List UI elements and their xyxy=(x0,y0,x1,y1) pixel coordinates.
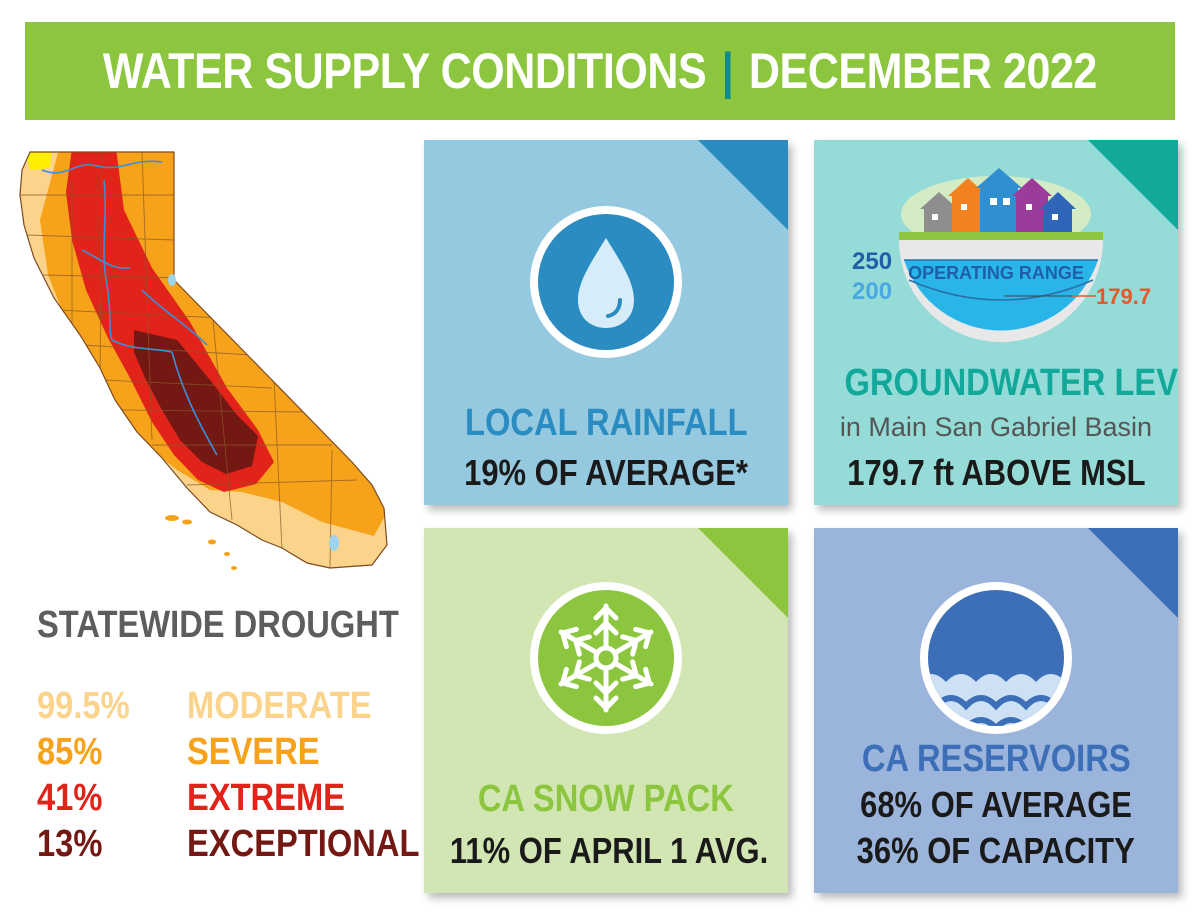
groundwater-title: GROUNDWATER LEVEL xyxy=(814,362,1178,405)
extreme-percent: 41% xyxy=(37,777,103,819)
water-drop-icon xyxy=(530,206,682,358)
gauge-lower-value: 200 xyxy=(852,278,893,305)
statewide-drought-title: STATEWIDE DROUGHT xyxy=(37,604,399,646)
groundwater-title-text: GROUNDWATER LEVEL xyxy=(844,362,1178,404)
yellow-abnormal-area xyxy=(24,152,52,170)
moderate-label: MODERATE xyxy=(187,685,372,727)
rainfall-value: 19% OF AVERAGE* xyxy=(424,452,788,494)
banner-title: WATER SUPPLY CONDITIONS | DECEMBER 2022 xyxy=(103,42,1097,100)
banner-separator: | xyxy=(721,43,734,99)
extreme-label: EXTREME xyxy=(187,777,345,819)
reservoirs-value-average-text: 68% OF AVERAGE xyxy=(860,784,1132,825)
snowflake-icon xyxy=(530,582,682,734)
rainfall-value-text: 19% OF AVERAGE* xyxy=(464,452,748,493)
banner-title-right: DECEMBER 2022 xyxy=(748,43,1098,99)
legend-exceptional: 13% EXCEPTIONAL xyxy=(37,823,420,869)
gauge-upper-value: 250 xyxy=(852,248,893,275)
groundwater-value-text: 179.7 ft ABOVE MSL xyxy=(846,452,1146,493)
houses-icon xyxy=(920,168,1076,233)
river-lines xyxy=(41,160,218,456)
legend-moderate: 99.5% MODERATE xyxy=(37,685,417,731)
title-banner: WATER SUPPLY CONDITIONS | DECEMBER 2022 xyxy=(25,22,1175,120)
card-corner-accent xyxy=(1088,528,1178,618)
banner-title-left: WATER SUPPLY CONDITIONS xyxy=(103,43,707,99)
rainfall-title-text: LOCAL RAINFALL xyxy=(464,402,748,444)
snowpack-value: 11% OF APRIL 1 AVG. xyxy=(424,830,788,872)
gauge-current-value: 179.7 xyxy=(1096,284,1152,309)
exceptional-drought-area xyxy=(134,330,258,474)
reservoirs-value-average: 68% OF AVERAGE xyxy=(814,784,1178,826)
salton-sea xyxy=(329,535,339,551)
rainfall-title: LOCAL RAINFALL xyxy=(424,402,788,445)
reservoirs-value-capacity: 36% OF CAPACITY xyxy=(814,830,1178,872)
exceptional-percent: 13% xyxy=(37,823,103,865)
groundwater-value: 179.7 ft ABOVE MSL xyxy=(814,452,1178,494)
snowpack-title: CA SNOW PACK xyxy=(424,778,788,821)
channel-islands xyxy=(165,515,237,570)
severe-label: SEVERE xyxy=(187,731,320,773)
reservoirs-card: CA RESERVOIRS 68% OF AVERAGE 36% OF CAPA… xyxy=(814,528,1178,893)
card-corner-accent xyxy=(1088,140,1178,230)
moderate-percent: 99.5% xyxy=(37,685,130,727)
snowpack-title-text: CA SNOW PACK xyxy=(478,778,734,820)
groundwater-subtitle: in Main San Gabriel Basin xyxy=(839,412,1153,442)
snowpack-card: CA SNOW PACK 11% OF APRIL 1 AVG. xyxy=(424,528,788,893)
waves-icon xyxy=(920,582,1072,734)
california-outline xyxy=(19,151,388,569)
severe-percent: 85% xyxy=(37,731,103,773)
exceptional-label: EXCEPTIONAL xyxy=(187,823,420,865)
reservoirs-title-text: CA RESERVOIRS xyxy=(861,738,1131,780)
legend-severe: 85% SEVERE xyxy=(37,731,417,777)
card-corner-accent xyxy=(698,528,788,618)
california-drought-map xyxy=(19,151,388,570)
legend-extreme: 41% EXTREME xyxy=(37,777,417,823)
lake-tahoe xyxy=(168,274,176,286)
local-rainfall-card: LOCAL RAINFALL 19% OF AVERAGE* xyxy=(424,140,788,505)
snowpack-value-text: 11% OF APRIL 1 AVG. xyxy=(449,830,769,871)
groundwater-gauge-icon xyxy=(899,168,1103,342)
operating-range-label: OPERATING RANGE xyxy=(908,263,1084,283)
groundwater-card: 250 200 OPERATING RANGE 179.7 GROUNDWATE… xyxy=(814,140,1178,505)
card-corner-accent xyxy=(698,140,788,230)
reservoirs-value-capacity-text: 36% OF CAPACITY xyxy=(856,830,1136,871)
reservoirs-title: CA RESERVOIRS xyxy=(814,738,1178,781)
